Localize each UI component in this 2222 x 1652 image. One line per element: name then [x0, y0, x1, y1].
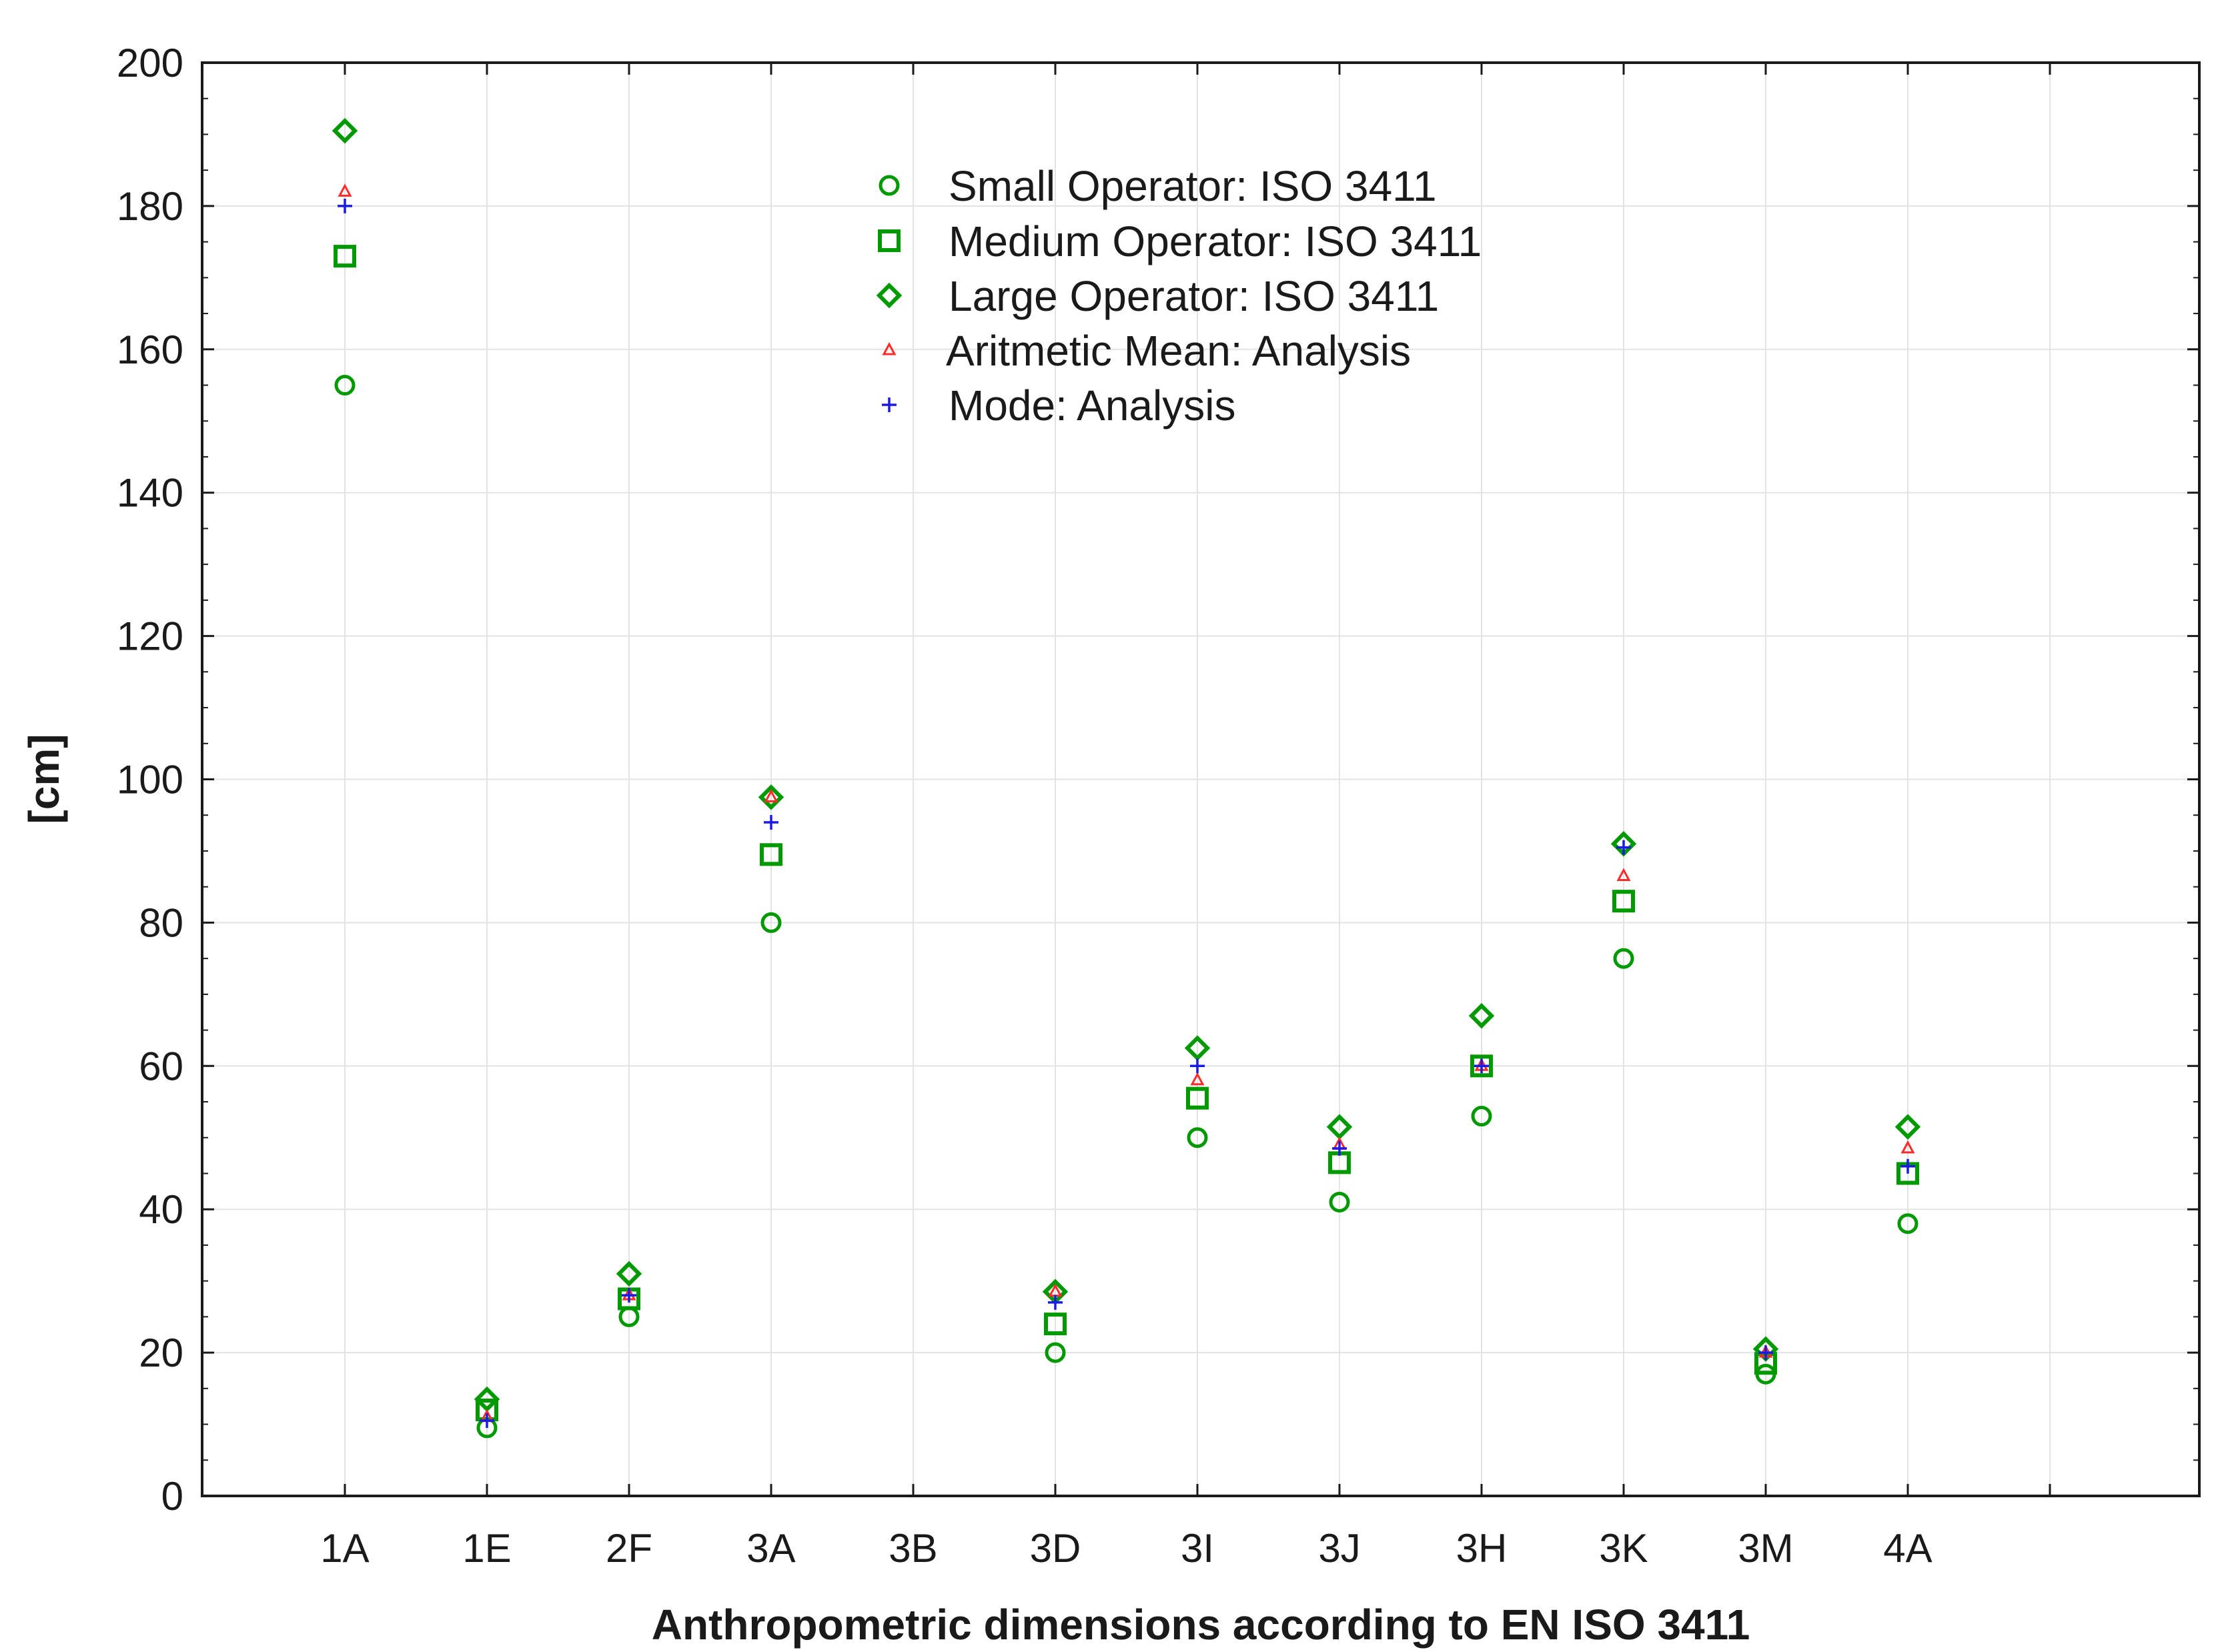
x-tick-label-3A: 3A [746, 1526, 795, 1571]
x-tick-label-3D: 3D [1030, 1526, 1081, 1571]
y-tick-label-140: 140 [117, 471, 183, 516]
legend-marker-plus [882, 397, 897, 412]
data-points [332, 117, 1921, 1439]
point-circle-3J [1329, 1191, 1350, 1212]
y-axis-title: [cm] [20, 734, 68, 824]
legend: Small Operator: ISO 3411 Medium Operator… [876, 162, 1482, 430]
x-tick-label-3M: 3M [1738, 1526, 1793, 1571]
point-triangle-3I [1190, 1072, 1205, 1086]
legend-marker-triangle [882, 341, 897, 355]
series-plus [338, 198, 1915, 1429]
legend-label-small: Small Operator: ISO 3411 [949, 162, 1437, 210]
point-triangle-3K [1616, 868, 1631, 882]
point-square-3D [1044, 1313, 1067, 1336]
y-tick-label-100: 100 [117, 758, 183, 802]
y-tick-label-0: 0 [161, 1474, 183, 1519]
point-square-3K [1612, 890, 1635, 913]
point-plus-2F [622, 1288, 636, 1303]
point-plus-1A [338, 198, 352, 213]
point-diamond-3A [758, 784, 784, 810]
point-circle-3A [760, 912, 782, 933]
x-tick-label-1A: 1A [320, 1526, 369, 1571]
point-diamond-3I [1184, 1035, 1211, 1061]
legend-marker-circle [879, 175, 900, 196]
point-plus-3K [1616, 840, 1631, 855]
axis-ticks: 0 20 40 60 80 100 120 140 160 180 200 1A 1E 2F 3A 3B 3D 3… [117, 41, 2199, 1571]
point-circle-3D [1045, 1342, 1066, 1363]
point-diamond-1A [332, 117, 358, 144]
point-plus-4A [1900, 1158, 1915, 1174]
legend-label-large: Large Operator: ISO 3411 [949, 272, 1439, 320]
point-diamond-4A [1894, 1114, 1921, 1140]
x-tick-label-2F: 2F [606, 1526, 652, 1571]
point-triangle-1A [338, 183, 352, 197]
point-circle-4A [1897, 1213, 1918, 1234]
y-tick-label-60: 60 [139, 1044, 183, 1088]
point-circle-3I [1187, 1127, 1208, 1148]
series-circle [334, 375, 1918, 1439]
point-plus-3J [1332, 1140, 1347, 1156]
point-square-3H [1470, 1054, 1493, 1078]
point-circle-3K [1613, 948, 1634, 969]
y-tick-label-180: 180 [117, 184, 183, 229]
y-tick-label-80: 80 [139, 900, 183, 945]
y-tick-label-20: 20 [139, 1331, 183, 1375]
x-tick-label-3K: 3K [1599, 1526, 1648, 1571]
legend-label-medium: Medium Operator: ISO 3411 [949, 217, 1482, 265]
y-tick-label-40: 40 [139, 1187, 183, 1232]
point-circle-3H [1471, 1106, 1492, 1127]
x-tick-label-3H: 3H [1456, 1526, 1508, 1571]
point-plus-3A [764, 814, 778, 830]
legend-markers [876, 175, 903, 412]
legend-marker-square [878, 229, 901, 252]
x-tick-label-1E: 1E [462, 1526, 511, 1571]
x-tick-label-4A: 4A [1883, 1526, 1932, 1571]
y-tick-label-200: 200 [117, 41, 183, 85]
grid-lines [202, 63, 2199, 1496]
x-axis-title: Anthropometric dimensions according to E… [652, 1601, 1750, 1649]
x-tick-label-3J: 3J [1318, 1526, 1360, 1571]
point-plus-3H [1474, 1058, 1489, 1074]
x-tick-label-3I: 3I [1181, 1526, 1214, 1571]
point-diamond-2F [616, 1261, 642, 1287]
point-square-3A [760, 843, 782, 866]
point-square-3I [1186, 1086, 1209, 1110]
point-square-1A [334, 245, 356, 268]
point-triangle-4A [1900, 1140, 1915, 1154]
point-triangle-3A [764, 789, 778, 802]
point-diamond-3H [1468, 1002, 1495, 1029]
y-tick-label-160: 160 [117, 327, 183, 372]
legend-label-mean: Aritmetic Mean: Analysis [946, 327, 1411, 375]
point-plus-3M [1758, 1345, 1773, 1361]
legend-label-mode: Mode: Analysis [949, 381, 1235, 430]
x-tick-label-3B: 3B [889, 1526, 937, 1571]
point-plus-1E [480, 1413, 494, 1429]
point-plus-3I [1190, 1058, 1205, 1074]
point-circle-1A [334, 375, 356, 396]
y-tick-label-120: 120 [117, 614, 183, 659]
point-plus-3D [1048, 1295, 1063, 1310]
legend-marker-diamond [876, 282, 903, 309]
